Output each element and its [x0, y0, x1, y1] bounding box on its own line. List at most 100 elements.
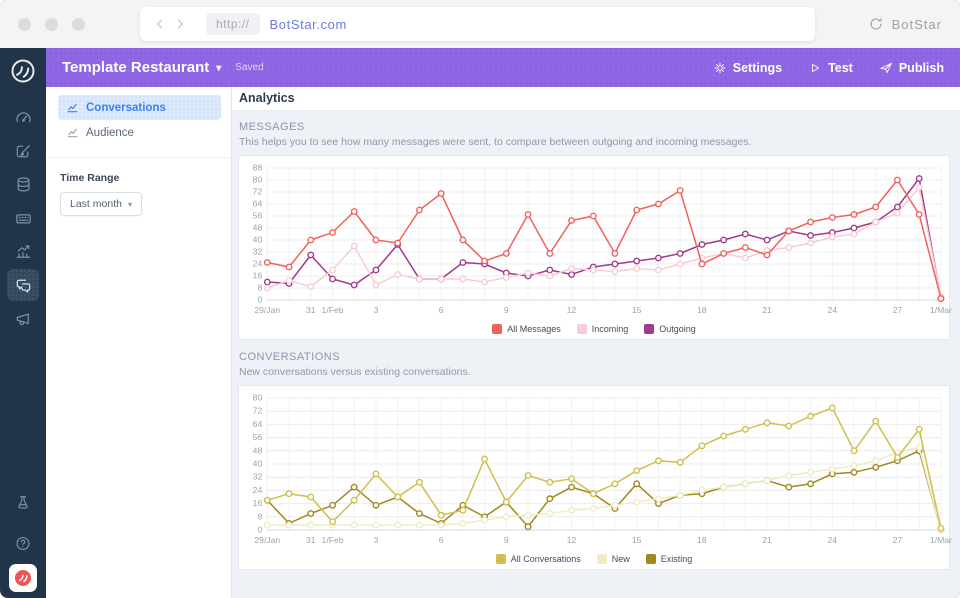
megaphone-icon	[14, 309, 33, 328]
chevron-left-icon[interactable]	[152, 16, 168, 32]
browser-chrome: http:// BotStar.com BotStar	[0, 0, 960, 48]
legend-label: Outgoing	[659, 323, 696, 334]
window-controls	[18, 17, 122, 31]
section-title: MESSAGES	[239, 121, 305, 133]
svg-text:72: 72	[253, 406, 263, 416]
chevron-right-icon[interactable]	[172, 16, 188, 32]
botstar-red-logo-icon[interactable]	[9, 564, 37, 592]
window-button[interactable]	[72, 17, 85, 31]
help-icon	[14, 534, 32, 552]
database-icon	[14, 175, 33, 194]
time-range-label: Time Range	[60, 172, 120, 184]
growth-chart-icon	[14, 242, 33, 261]
legend-item[interactable]: Existing	[645, 553, 693, 564]
legend-item[interactable]: New	[596, 553, 630, 564]
svg-text:1/Mar: 1/Mar	[930, 535, 952, 545]
analytics-sidebar: Conversations Audience Time Range Last m…	[46, 87, 232, 598]
sidebar-item-audience[interactable]: Audience	[58, 120, 221, 145]
svg-text:16: 16	[253, 271, 263, 281]
rail-item-compose-icon[interactable]	[7, 135, 39, 167]
publish-button[interactable]: Publish	[879, 61, 944, 75]
legend-swatch	[644, 323, 655, 334]
settings-button[interactable]: Settings	[713, 61, 782, 75]
conversations-chart-card: 0 8 16 24 32 40 48 56 64 72 80 29/Jan 31 1/Feb 3 6 9 12 15…	[238, 385, 952, 570]
svg-text:6: 6	[439, 305, 444, 315]
svg-text:18: 18	[697, 535, 707, 545]
rail-item-megaphone-icon[interactable]	[7, 303, 39, 335]
legend-swatch	[495, 553, 506, 564]
url-scheme-chip: http://	[206, 13, 260, 35]
legend-item[interactable]: Outgoing	[644, 323, 696, 334]
window-button[interactable]	[45, 17, 58, 31]
svg-text:0: 0	[257, 295, 262, 305]
messages-section: MESSAGES This helps you to see how many …	[238, 121, 952, 340]
svg-text:80: 80	[253, 393, 263, 403]
divider	[46, 157, 231, 158]
svg-text:8: 8	[257, 511, 262, 521]
svg-text:27: 27	[893, 535, 903, 545]
svg-text:21: 21	[762, 305, 772, 315]
conversations-line-chart: 0 8 16 24 32 40 48 56 64 72 80 29/Jan 31 1/Feb 3 6 9 12 15…	[253, 393, 952, 545]
icon-rail	[0, 48, 46, 598]
svg-text:27: 27	[893, 305, 903, 315]
test-button[interactable]: Test	[808, 61, 853, 75]
conversations-section: CONVERSATIONS New conversations versus e…	[238, 351, 952, 570]
bot-title-dropdown[interactable]: Template Restaurant ▾	[62, 59, 221, 76]
svg-text:1/Feb: 1/Feb	[322, 535, 344, 545]
legend-item[interactable]: All Messages	[492, 323, 561, 334]
rail-item-flask-icon[interactable]	[7, 486, 39, 518]
legend-label: New	[611, 553, 630, 564]
rail-item-chat-bubbles-icon[interactable]	[7, 269, 39, 301]
legend-label: All Messages	[507, 323, 561, 334]
page-title: Analytics	[232, 87, 960, 111]
svg-text:3: 3	[374, 535, 379, 545]
svg-text:21: 21	[762, 535, 772, 545]
chart-legend: All Conversations New Existing	[241, 550, 947, 567]
svg-text:56: 56	[253, 432, 263, 442]
chat-bubbles-icon	[14, 276, 33, 295]
svg-text:9: 9	[504, 305, 509, 315]
action-label: Test	[828, 60, 853, 75]
window-button[interactable]	[18, 17, 31, 31]
svg-text:8: 8	[257, 283, 262, 293]
svg-text:40: 40	[253, 459, 263, 469]
sidebar-item-conversations[interactable]: Conversations	[58, 95, 221, 120]
refresh-icon	[868, 16, 884, 32]
svg-text:1/Mar: 1/Mar	[930, 305, 952, 315]
chart-legend: All Messages Incoming Outgoing	[241, 320, 947, 337]
browser-brand: BotStar	[868, 16, 942, 32]
paper-plane-icon	[879, 61, 893, 75]
rail-item-keyboard-icon[interactable]	[7, 202, 39, 234]
svg-text:9: 9	[504, 535, 509, 545]
flask-icon	[14, 493, 32, 511]
rail-item-gauge-icon[interactable]	[7, 102, 39, 134]
play-icon	[808, 61, 822, 75]
rail-item-growth-chart-icon[interactable]	[7, 236, 39, 268]
svg-text:24: 24	[253, 485, 263, 495]
svg-text:15: 15	[632, 305, 642, 315]
url-text[interactable]: BotStar.com	[269, 16, 347, 32]
legend-label: Existing	[660, 553, 693, 564]
action-label: Settings	[732, 60, 783, 75]
address-bar[interactable]: http:// BotStar.com	[140, 7, 815, 41]
legend-item[interactable]: Incoming	[576, 323, 628, 334]
analytics-main: Analytics MESSAGES This helps you to see…	[232, 87, 960, 598]
rail-item-help-icon[interactable]	[7, 527, 39, 559]
section-description: New conversations versus existing conver…	[239, 366, 471, 378]
sidebar-item-label: Conversations	[86, 101, 166, 114]
svg-text:24: 24	[253, 259, 263, 269]
time-range-select[interactable]: Last month ▾	[60, 192, 142, 216]
svg-text:0: 0	[257, 525, 262, 535]
svg-text:6: 6	[439, 535, 444, 545]
svg-text:48: 48	[253, 445, 263, 455]
messages-chart-card: 0 8 16 24 32 40 48 56 64 72 80 88 29/Jan 31 1/Feb 3 6 9 12…	[238, 155, 952, 340]
rail-item-database-icon[interactable]	[7, 169, 39, 201]
chevron-down-icon: ▾	[127, 199, 132, 209]
chevron-down-icon: ▾	[216, 63, 222, 74]
svg-text:24: 24	[828, 535, 838, 545]
svg-text:64: 64	[253, 199, 263, 209]
svg-text:80: 80	[253, 175, 263, 185]
section-description: This helps you to see how many messages …	[239, 136, 752, 148]
svg-text:88: 88	[253, 163, 263, 173]
legend-item[interactable]: All Conversations	[495, 553, 581, 564]
